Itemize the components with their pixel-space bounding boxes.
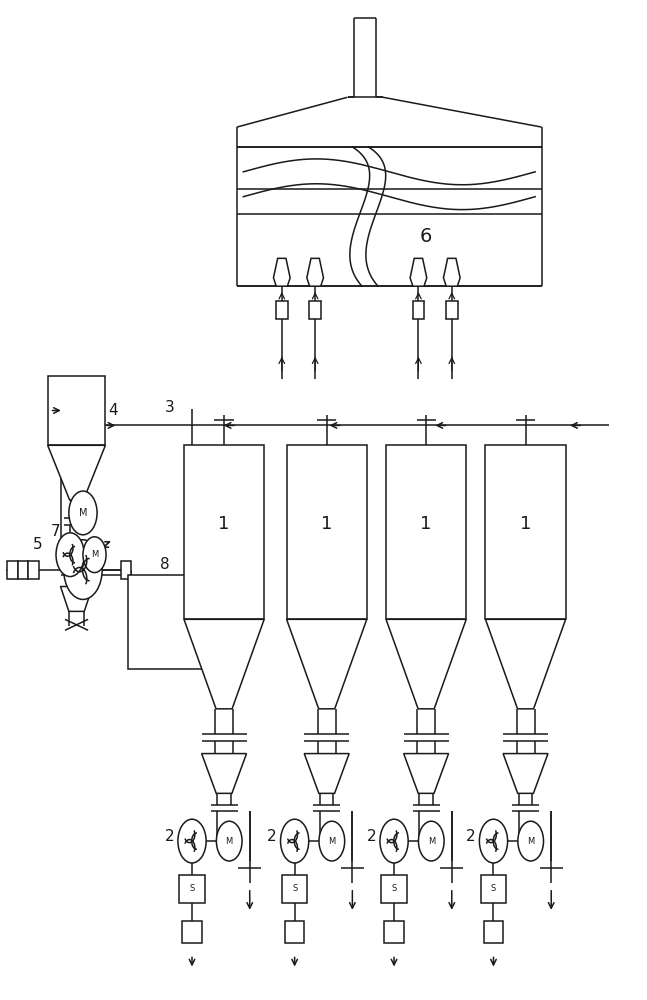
Polygon shape (386, 619, 466, 709)
Bar (276, 301, 288, 319)
Bar (179, 875, 205, 903)
Polygon shape (48, 445, 105, 500)
Text: 2: 2 (466, 829, 476, 844)
Text: M: M (328, 837, 335, 846)
Polygon shape (443, 258, 460, 286)
Polygon shape (404, 754, 448, 793)
Text: z: z (102, 538, 109, 551)
Circle shape (56, 533, 84, 577)
Text: z: z (188, 608, 195, 621)
Bar (413, 301, 424, 319)
Text: 2: 2 (367, 829, 377, 844)
Circle shape (380, 819, 408, 863)
Circle shape (69, 491, 97, 535)
Bar (184, 445, 264, 619)
Bar (285, 921, 304, 943)
Text: 7: 7 (50, 524, 60, 539)
Text: M: M (91, 550, 98, 559)
Circle shape (319, 821, 345, 861)
Bar (485, 445, 565, 619)
Circle shape (281, 819, 309, 863)
Circle shape (63, 540, 102, 599)
Polygon shape (485, 619, 565, 709)
Bar (287, 445, 367, 619)
Polygon shape (184, 619, 264, 709)
Circle shape (479, 819, 508, 863)
Circle shape (518, 821, 543, 861)
Text: M: M (428, 837, 435, 846)
Bar (18, 561, 28, 579)
Bar (121, 561, 131, 579)
Bar (128, 575, 202, 669)
Bar (28, 561, 39, 579)
Text: 6: 6 (420, 227, 432, 246)
Polygon shape (202, 754, 247, 793)
Text: 1: 1 (520, 515, 531, 533)
Text: 2: 2 (267, 829, 277, 844)
Bar (386, 445, 466, 619)
Text: S: S (391, 884, 397, 893)
Bar (384, 921, 404, 943)
Circle shape (216, 821, 242, 861)
Bar (481, 875, 507, 903)
Bar (381, 875, 407, 903)
Text: 8: 8 (160, 557, 170, 572)
Text: 1: 1 (321, 515, 333, 533)
Text: S: S (190, 884, 195, 893)
Text: 5: 5 (33, 537, 43, 552)
Text: 4: 4 (109, 403, 118, 418)
Polygon shape (287, 619, 367, 709)
Polygon shape (410, 258, 427, 286)
Text: M: M (226, 837, 233, 846)
Circle shape (178, 819, 206, 863)
Text: 3: 3 (165, 400, 175, 415)
Text: 1: 1 (421, 515, 432, 533)
Bar (446, 301, 457, 319)
Polygon shape (274, 258, 290, 286)
Polygon shape (304, 754, 349, 793)
Text: S: S (292, 884, 297, 893)
Bar (282, 875, 307, 903)
Circle shape (83, 537, 106, 573)
Text: 2: 2 (165, 829, 174, 844)
Bar (182, 921, 202, 943)
Text: 1: 1 (219, 515, 230, 533)
Text: M: M (79, 508, 87, 518)
Bar (48, 376, 105, 445)
Circle shape (419, 821, 444, 861)
Bar (7, 561, 17, 579)
Polygon shape (61, 587, 93, 611)
Text: S: S (491, 884, 496, 893)
Bar (309, 301, 321, 319)
Polygon shape (503, 754, 548, 793)
Polygon shape (307, 258, 324, 286)
Text: M: M (527, 837, 534, 846)
Bar (484, 921, 503, 943)
